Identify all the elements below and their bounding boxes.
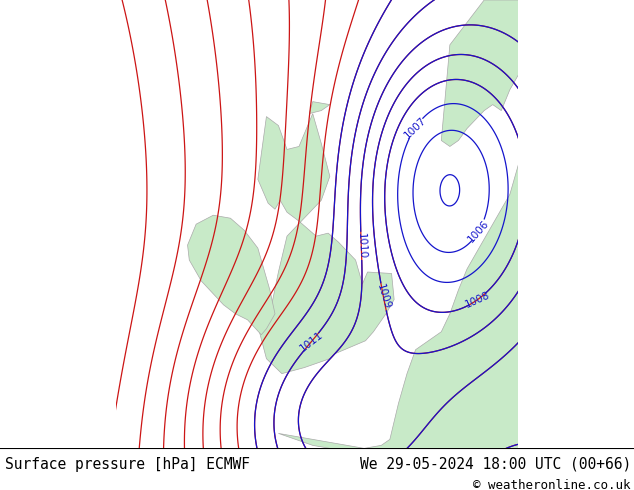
Text: © weatheronline.co.uk: © weatheronline.co.uk <box>474 479 631 490</box>
Text: 1008: 1008 <box>463 290 491 310</box>
Text: 1006: 1006 <box>466 218 491 244</box>
Polygon shape <box>309 101 330 114</box>
Text: Surface pressure [hPa] ECMWF: Surface pressure [hPa] ECMWF <box>5 457 250 472</box>
Polygon shape <box>188 215 275 335</box>
Text: 1007: 1007 <box>403 115 429 140</box>
Text: We 29-05-2024 18:00 UTC (00+66): We 29-05-2024 18:00 UTC (00+66) <box>359 457 631 472</box>
Polygon shape <box>258 114 394 374</box>
Text: 1009: 1009 <box>375 283 392 311</box>
Polygon shape <box>278 165 519 451</box>
Text: 1010: 1010 <box>356 233 367 259</box>
Text: 1011: 1011 <box>298 330 325 354</box>
Polygon shape <box>441 0 519 147</box>
Text: 1011: 1011 <box>458 459 486 478</box>
